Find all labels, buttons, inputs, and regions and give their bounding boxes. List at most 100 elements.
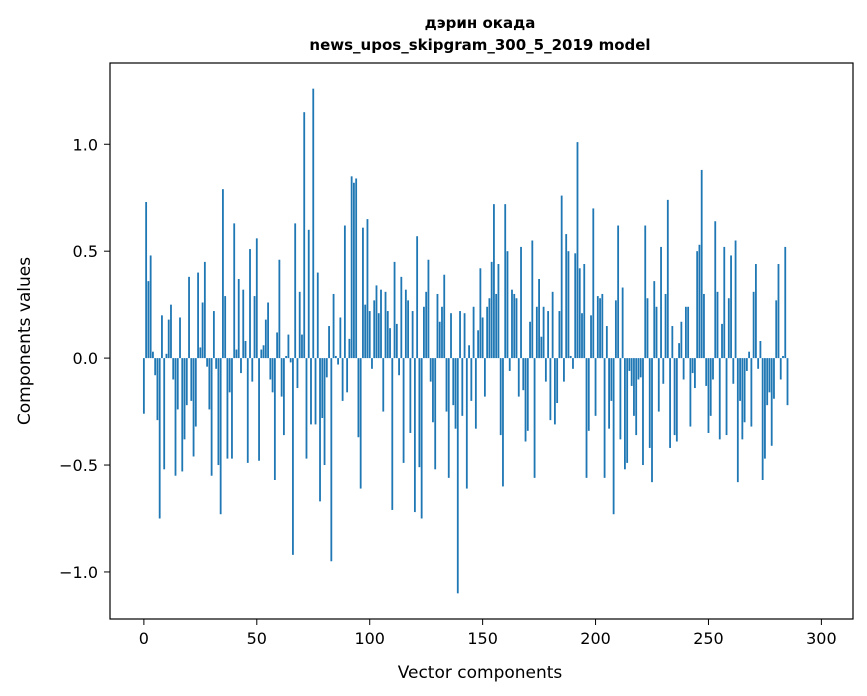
bar (569, 355, 572, 359)
bar (637, 358, 640, 380)
bar (619, 358, 622, 440)
bar (603, 358, 606, 478)
plot-area-frame (109, 62, 854, 620)
bar (357, 358, 360, 438)
bar (714, 221, 717, 359)
bar (249, 249, 251, 359)
bar (495, 293, 498, 359)
bar (258, 358, 260, 461)
bar (533, 358, 536, 478)
bar (743, 358, 746, 423)
bar (323, 358, 326, 466)
bar (434, 358, 437, 470)
bar (499, 358, 502, 436)
bar (353, 182, 355, 359)
bar (386, 311, 389, 359)
y-tick-label: −1.0 (59, 563, 98, 582)
bar (264, 319, 267, 359)
bar (707, 358, 710, 433)
bar (560, 195, 563, 359)
bar (332, 293, 335, 359)
bar (343, 225, 346, 359)
bar (212, 311, 215, 359)
bar (734, 240, 737, 359)
bar (197, 272, 199, 359)
bar (766, 358, 769, 406)
bar (596, 296, 599, 359)
bar (716, 291, 719, 359)
bar (325, 358, 328, 378)
bar (380, 289, 382, 359)
bar (617, 225, 620, 359)
bar (599, 298, 601, 359)
bar (705, 358, 708, 386)
bar (163, 358, 166, 470)
bar (669, 358, 671, 448)
bar (285, 355, 288, 359)
bar (782, 355, 784, 359)
bar (508, 358, 511, 371)
bar (407, 300, 410, 359)
bar (565, 234, 568, 359)
bar (224, 296, 227, 359)
bar (662, 358, 665, 384)
bar (170, 304, 172, 359)
x-tick-label: 100 (354, 629, 385, 648)
bar (231, 358, 233, 459)
bar (703, 293, 705, 359)
bar (287, 334, 290, 359)
bar (477, 330, 480, 359)
bar (576, 142, 579, 359)
bar (506, 251, 509, 359)
bar (161, 315, 163, 359)
bar (375, 285, 378, 359)
bar (364, 304, 367, 359)
bar (314, 358, 317, 425)
bar (655, 306, 658, 359)
bar (691, 358, 694, 374)
bar (470, 358, 473, 401)
bar (362, 227, 364, 359)
x-tick-label: 300 (806, 629, 837, 648)
bar (341, 358, 344, 401)
bar (192, 358, 195, 457)
bar (289, 358, 292, 363)
bar (745, 358, 748, 371)
bar (493, 204, 495, 359)
bar (183, 358, 186, 440)
bar (544, 358, 547, 382)
y-tick-label: 0.5 (73, 242, 98, 261)
bar (786, 358, 789, 406)
bar (558, 311, 561, 359)
bar (260, 349, 263, 359)
bar (511, 289, 513, 359)
bar (203, 261, 206, 359)
bar (269, 358, 272, 380)
bar (635, 358, 638, 436)
x-tick-label: 250 (693, 629, 724, 648)
bar (377, 313, 380, 359)
bar (427, 259, 430, 359)
bar (271, 358, 274, 393)
bar (483, 358, 486, 397)
bar (682, 358, 685, 380)
x-tick-label: 150 (467, 629, 498, 648)
bar (736, 358, 739, 483)
bar (208, 358, 211, 410)
bar (578, 268, 581, 359)
bar (630, 358, 633, 386)
bar (450, 313, 452, 359)
bar (154, 358, 157, 376)
bar (395, 323, 398, 359)
bar (761, 358, 764, 480)
bar (529, 321, 531, 359)
bar (479, 268, 482, 359)
bar (461, 358, 464, 416)
bar (217, 358, 220, 466)
bar (721, 323, 723, 359)
bar (547, 311, 550, 359)
bar (567, 251, 570, 359)
bar (350, 176, 353, 359)
